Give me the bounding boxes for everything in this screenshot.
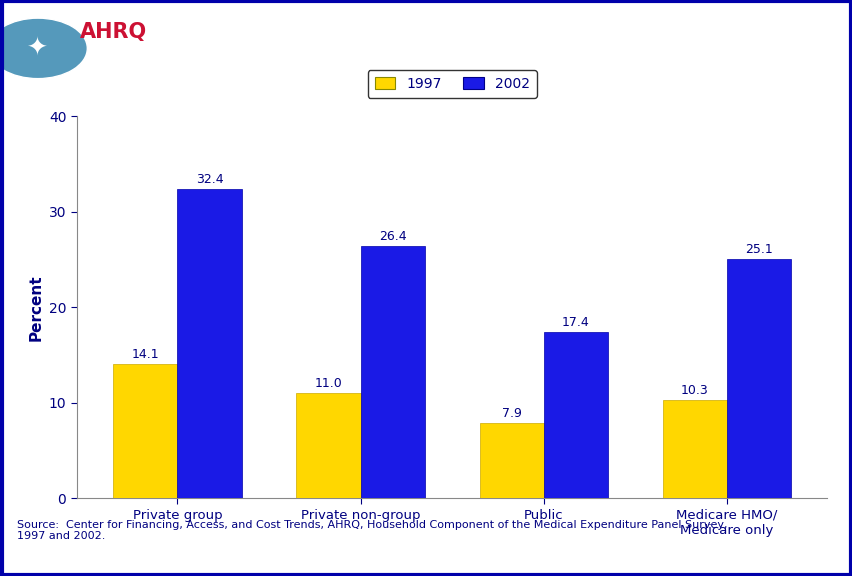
Text: ✦: ✦ <box>27 36 49 60</box>
Text: Figure 5. Percentage of the Medicare population with at least: Figure 5. Percentage of the Medicare pop… <box>206 19 812 37</box>
Text: one statin purchase, by supplementary insurance status,: one statin purchase, by supplementary in… <box>228 50 790 67</box>
Bar <box>479 423 543 498</box>
Circle shape <box>0 18 87 79</box>
Legend: 1997, 2002: 1997, 2002 <box>367 70 536 98</box>
Text: 32.4: 32.4 <box>195 173 223 186</box>
Bar <box>296 393 360 498</box>
Bar <box>177 189 241 498</box>
Bar <box>360 246 424 498</box>
Bar <box>543 332 607 498</box>
Text: 11.0: 11.0 <box>314 377 342 391</box>
Text: AHRQ: AHRQ <box>80 22 147 42</box>
Text: Advancing
Excellence in
Health Care: Advancing Excellence in Health Care <box>87 56 140 85</box>
Bar <box>662 400 726 498</box>
Text: 17.4: 17.4 <box>561 316 589 329</box>
Text: 7.9: 7.9 <box>501 407 521 420</box>
Bar <box>726 259 790 498</box>
Text: 1997 and 2002: 1997 and 2002 <box>436 79 582 98</box>
Text: 10.3: 10.3 <box>680 384 708 397</box>
Y-axis label: Percent: Percent <box>28 274 43 340</box>
Text: 26.4: 26.4 <box>378 230 406 243</box>
Text: 14.1: 14.1 <box>131 348 159 361</box>
Text: 25.1: 25.1 <box>744 242 772 256</box>
Bar <box>113 363 177 498</box>
Text: Source:  Center for Financing, Access, and Cost Trends, AHRQ, Household Componen: Source: Center for Financing, Access, an… <box>17 520 727 541</box>
